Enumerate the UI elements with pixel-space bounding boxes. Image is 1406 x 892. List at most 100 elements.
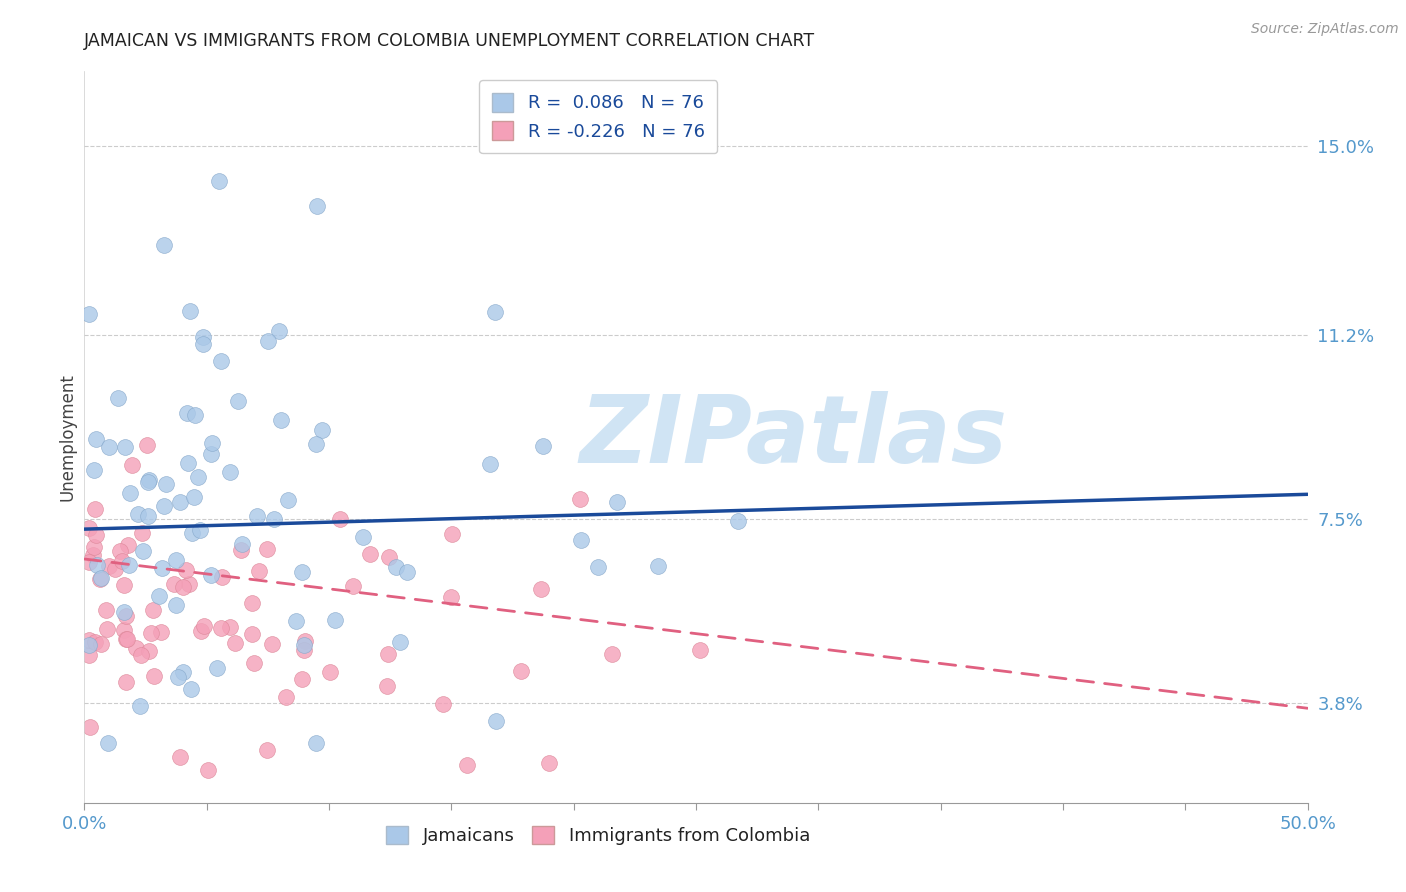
Point [149,624,172,639]
Point [177,577,200,591]
Point [263,512,285,526]
Point [179,303,201,318]
Point [150,561,173,575]
Point [127,507,149,521]
Text: ZIPatlas: ZIPatlas [579,391,1008,483]
Point [305,736,328,750]
Point [163,577,186,591]
Point [319,665,342,679]
Text: JAMAICAN VS IMMIGRANTS FROM COLOMBIA UNEMPLOYMENT CORRELATION CHART: JAMAICAN VS IMMIGRANTS FROM COLOMBIA UNE… [84,32,815,50]
Point [647,558,669,573]
Point [294,634,316,648]
Point [193,618,215,632]
Point [77,648,100,662]
Point [484,304,506,318]
Point [136,475,159,489]
Point [190,624,212,638]
Point [485,714,508,729]
Point [219,620,242,634]
Point [129,648,152,663]
Point [285,614,308,628]
Point [77,521,100,535]
Point [114,440,136,454]
Point [118,558,141,573]
Point [120,485,142,500]
Point [291,672,314,686]
Point [79,720,101,734]
Legend: Jamaicans, Immigrants from Colombia: Jamaicans, Immigrants from Colombia [380,819,817,852]
Point [97,736,120,750]
Point [602,647,624,661]
Point [96,603,118,617]
Point [531,439,554,453]
Point [606,494,628,508]
Point [292,643,315,657]
Point [84,501,107,516]
Point [83,463,105,477]
Point [586,559,609,574]
Point [209,353,232,368]
Point [136,508,159,523]
Point [86,558,108,573]
Point [352,530,374,544]
Point [211,570,233,584]
Point [441,527,464,541]
Point [84,528,107,542]
Point [83,540,105,554]
Point [183,490,205,504]
Point [112,578,135,592]
Point [311,423,333,437]
Point [267,324,290,338]
Point [510,664,533,678]
Point [291,565,314,579]
Point [77,639,100,653]
Point [89,572,111,586]
Point [456,757,478,772]
Point [193,330,215,344]
Point [112,605,135,619]
Point [262,637,284,651]
Point [329,512,352,526]
Point [479,458,502,472]
Point [114,632,136,647]
Point [689,643,711,657]
Point [201,436,224,450]
Point [305,199,328,213]
Point [112,623,135,637]
Point [128,699,150,714]
Point [82,548,104,562]
Point [165,598,187,612]
Point [114,675,136,690]
Point [165,553,187,567]
Point [243,656,266,670]
Point [247,564,270,578]
Point [97,559,120,574]
Point [231,542,253,557]
Point [125,640,148,655]
Point [359,547,381,561]
Point [169,494,191,508]
Point [172,665,194,679]
Text: Source: ZipAtlas.com: Source: ZipAtlas.com [1251,22,1399,37]
Point [77,307,100,321]
Point [181,525,204,540]
Point [142,603,165,617]
Point [136,438,159,452]
Point [138,643,160,657]
Point [377,647,399,661]
Point [432,697,454,711]
Point [727,514,749,528]
Point [121,458,143,472]
Point [153,238,176,252]
Point [131,544,153,558]
Point [167,670,190,684]
Point [200,447,222,461]
Point [139,625,162,640]
Point [385,560,408,574]
Point [277,493,299,508]
Point [388,634,411,648]
Y-axis label: Unemployment: Unemployment [59,373,77,501]
Point [219,465,242,479]
Point [256,334,278,348]
Point [107,391,129,405]
